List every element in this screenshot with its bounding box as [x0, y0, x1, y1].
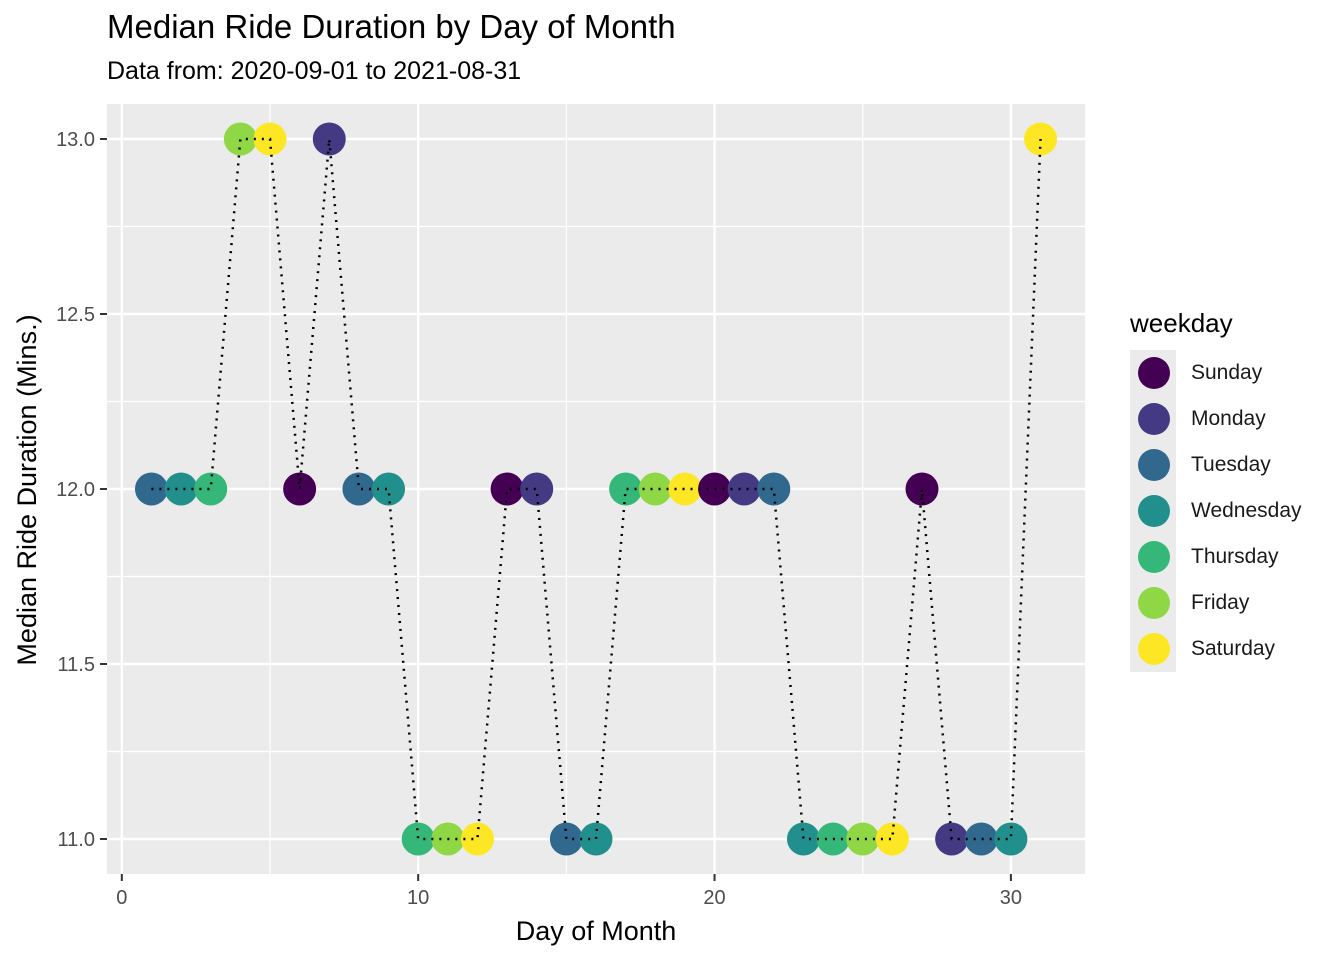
chart-title: Median Ride Duration by Day of Month [107, 8, 676, 45]
data-point [490, 472, 524, 506]
data-point [549, 822, 583, 856]
data-point [164, 472, 198, 506]
legend-label: Friday [1191, 591, 1250, 614]
legend-item: Saturday [1130, 626, 1344, 672]
legend-swatch [1138, 633, 1170, 665]
data-point [905, 472, 939, 506]
legend: weekday Sunday Monday Tuesday Wednesday Thur… [1130, 308, 1302, 672]
legend-swatch [1138, 587, 1170, 619]
x-tick-label: 20 [703, 887, 725, 909]
legend-item: Thursday [1130, 534, 1344, 580]
y-tick-label: 12.0 [56, 479, 95, 501]
minor-gridlines [107, 104, 1085, 874]
data-point [312, 122, 346, 156]
data-point [727, 472, 761, 506]
data-point [638, 472, 672, 506]
x-axis-ticks: 0 10 20 30 [116, 874, 1022, 909]
legend-item: Friday [1130, 580, 1344, 626]
legend-swatch [1138, 403, 1170, 435]
legend-item: Sunday [1130, 350, 1344, 396]
data-point [668, 472, 702, 506]
x-tick-label: 10 [407, 887, 429, 909]
y-tick-label: 11.0 [58, 829, 95, 851]
data-point [194, 472, 228, 506]
y-axis-label: Median Ride Duration (Mins.) [12, 314, 42, 665]
y-tick-label: 11.5 [58, 654, 95, 676]
data-point [342, 472, 376, 506]
y-tick-label: 13.0 [56, 129, 95, 151]
data-point [757, 472, 791, 506]
legend-item: Monday [1130, 396, 1344, 442]
data-point [460, 822, 494, 856]
data-point [520, 472, 554, 506]
legend-swatch [1138, 495, 1170, 527]
x-axis-label: Day of Month [516, 916, 677, 946]
legend-label: Thursday [1191, 545, 1279, 568]
data-point [875, 822, 909, 856]
data-point [401, 822, 435, 856]
legend-label: Tuesday [1191, 453, 1271, 476]
x-tick-label: 30 [1000, 887, 1022, 909]
legend-label: Saturday [1191, 637, 1276, 660]
legend-label: Sunday [1191, 361, 1263, 384]
y-tick-label: 12.5 [56, 304, 95, 326]
legend-swatch [1138, 449, 1170, 481]
legend-item: Wednesday [1130, 488, 1344, 534]
chart-subtitle: Data from: 2020-09-01 to 2021-08-31 [107, 57, 522, 85]
legend-swatch [1138, 541, 1170, 573]
data-point [283, 472, 317, 506]
legend-label: Wednesday [1191, 499, 1302, 522]
data-point [786, 822, 820, 856]
data-point [994, 822, 1028, 856]
y-axis-ticks: 11.0 11.5 12.0 12.5 13.0 [56, 129, 107, 851]
legend-title: weekday [1130, 308, 1233, 338]
data-point [964, 822, 998, 856]
data-point [609, 472, 643, 506]
legend-label: Monday [1191, 407, 1266, 430]
data-point [223, 122, 257, 156]
legend-swatch [1138, 357, 1170, 389]
data-point [846, 822, 880, 856]
data-point [372, 472, 406, 506]
data-point [579, 822, 613, 856]
legend-item: Tuesday [1130, 442, 1344, 488]
x-tick-label: 0 [116, 887, 127, 909]
